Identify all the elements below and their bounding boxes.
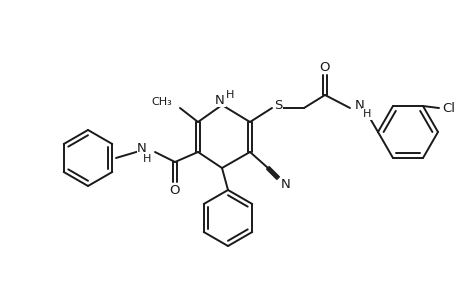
Text: N: N <box>280 178 290 190</box>
Text: N: N <box>354 98 364 112</box>
Text: O: O <box>169 184 180 196</box>
Text: S: S <box>273 98 281 112</box>
Text: H: H <box>362 109 370 119</box>
Text: N: N <box>215 94 224 106</box>
Text: N: N <box>137 142 147 154</box>
Text: CH₃: CH₃ <box>151 97 172 107</box>
Text: O: O <box>319 61 330 74</box>
Text: H: H <box>225 90 234 100</box>
Text: Cl: Cl <box>442 101 454 115</box>
Text: H: H <box>142 154 151 164</box>
